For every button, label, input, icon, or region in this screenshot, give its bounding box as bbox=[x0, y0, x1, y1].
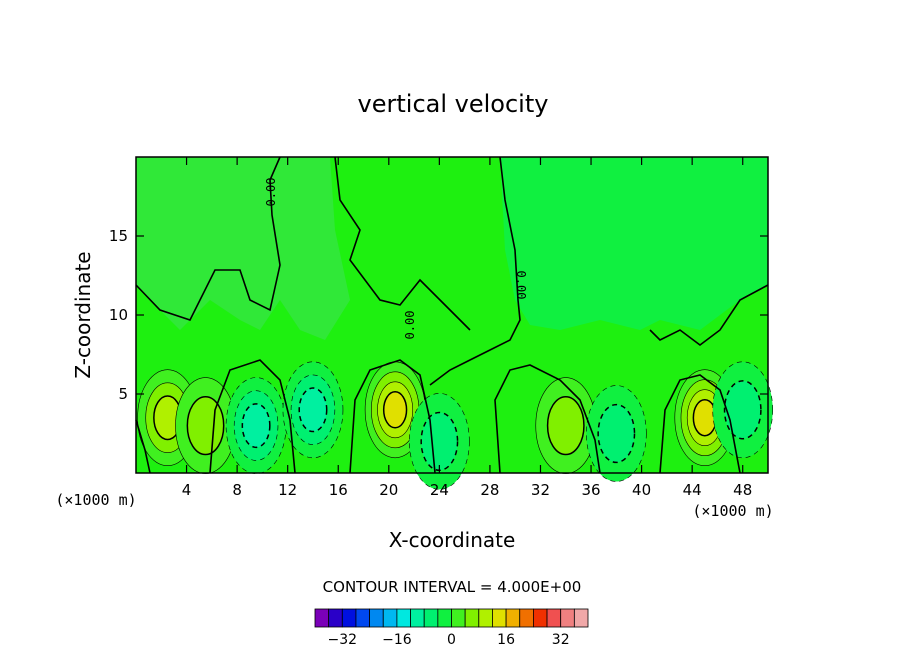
zero-contour-label: 0.00 bbox=[403, 311, 417, 340]
contour-features bbox=[137, 361, 774, 490]
colorbar-tick-label: −32 bbox=[328, 632, 358, 648]
y-tick-label: 10 bbox=[109, 306, 128, 324]
contour-interval-label: CONTOUR INTERVAL = 4.000E+00 bbox=[323, 578, 582, 596]
zero-contour-label: 0.00 bbox=[264, 178, 278, 207]
contour-feature bbox=[586, 385, 647, 482]
contour-feature bbox=[712, 361, 774, 459]
colorbar-swatch bbox=[533, 608, 548, 628]
colorbar-swatch bbox=[410, 608, 425, 628]
y-axis: 5 10 15 bbox=[109, 227, 768, 403]
y-tick-label: 15 bbox=[109, 227, 128, 245]
colorbar-tick-label: 16 bbox=[497, 632, 515, 648]
colorbar-swatch bbox=[478, 608, 493, 628]
x-tick-label: 36 bbox=[581, 481, 600, 499]
zero-contour-label: 0.00 bbox=[514, 271, 528, 300]
colorbar-swatch bbox=[464, 608, 480, 628]
x-axis-label: X-coordinate bbox=[389, 528, 516, 552]
x-tick-label: 28 bbox=[480, 481, 499, 499]
plot-area: 0.00 0.00 0.00 bbox=[135, 156, 774, 490]
x-unit-left-label: (×1000 m) bbox=[55, 491, 136, 509]
x-tick-label: 16 bbox=[329, 481, 348, 499]
colorbar-tick-label: −16 bbox=[382, 632, 412, 648]
contour-level bbox=[723, 380, 762, 440]
x-tick-label: 40 bbox=[632, 481, 651, 499]
contour-level bbox=[241, 403, 271, 449]
colorbar-swatch bbox=[341, 608, 357, 628]
colorbar-swatch bbox=[573, 608, 589, 628]
contour-level bbox=[420, 411, 459, 472]
colorbar-tick-label: 0 bbox=[447, 632, 456, 648]
contour-feature bbox=[409, 393, 470, 490]
colorbar-swatch bbox=[505, 608, 521, 628]
contour-level bbox=[382, 391, 408, 429]
zero-contour-lines bbox=[135, 156, 769, 474]
contour-level bbox=[546, 395, 585, 456]
colorbar-swatch bbox=[328, 608, 343, 628]
colorbar-swatch bbox=[560, 608, 575, 628]
colorbar-swatch bbox=[423, 608, 439, 628]
y-axis-label: Z-coordinate bbox=[71, 251, 95, 378]
colorbar bbox=[314, 608, 589, 628]
contour-feature bbox=[282, 361, 344, 459]
field-region-upper-right bbox=[500, 157, 768, 330]
colorbar-swatch bbox=[396, 608, 411, 628]
x-tick-label: 4 bbox=[182, 481, 192, 499]
chart-title: vertical velocity bbox=[358, 90, 549, 118]
colorbar-tick-label: 32 bbox=[552, 632, 570, 648]
colorbar-swatch bbox=[314, 608, 330, 628]
colorbar-swatch bbox=[451, 608, 466, 628]
colorbar-swatch bbox=[519, 608, 534, 628]
colorbar-swatch bbox=[546, 608, 562, 628]
field-region-upper-left bbox=[136, 157, 350, 340]
x-axis: 4 8 12 16 20 24 28 32 36 40 44 48 bbox=[182, 157, 752, 499]
contour-feature bbox=[225, 377, 287, 474]
contour-level bbox=[186, 395, 225, 456]
x-tick-label: 12 bbox=[278, 481, 297, 499]
colorbar-swatch bbox=[492, 608, 507, 628]
x-tick-label: 8 bbox=[232, 481, 242, 499]
x-tick-label: 32 bbox=[531, 481, 550, 499]
colorbar-swatch bbox=[382, 608, 398, 628]
x-tick-label: 20 bbox=[379, 481, 398, 499]
contour-level bbox=[597, 403, 636, 464]
colorbar-swatch bbox=[369, 608, 384, 628]
y-tick-label: 5 bbox=[118, 385, 128, 403]
colorbar-ticks: −32 −16 0 16 32 bbox=[328, 632, 570, 648]
colorbar-swatch bbox=[437, 608, 452, 628]
x-tick-label: 24 bbox=[430, 481, 449, 499]
colorbar-swatch bbox=[355, 608, 371, 628]
x-unit-right-label: (×1000 m) bbox=[692, 502, 773, 520]
x-tick-label: 44 bbox=[683, 481, 702, 499]
x-tick-label: 48 bbox=[733, 481, 752, 499]
contour-level bbox=[298, 387, 328, 433]
